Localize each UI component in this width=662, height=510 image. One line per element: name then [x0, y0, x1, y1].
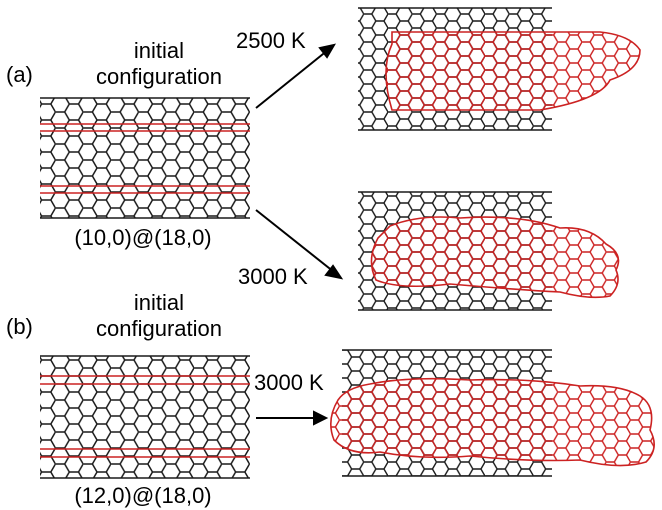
arrow-3000k-b [256, 410, 329, 426]
panel-letter-a: (a) [6, 62, 33, 87]
inner-tube-fragment-2500k [385, 31, 641, 111]
initial-label-b-line2: configuration [96, 316, 222, 341]
arrow-2500k [255, 43, 337, 109]
tube-label-b: (12,0)@(18,0) [74, 483, 212, 508]
inner-tube-fragment-3000k-b [330, 377, 655, 467]
temperature-label-3000k-a: 3000 K [238, 264, 308, 289]
initial-label-a-line1: initial [133, 38, 185, 63]
result-tube-2500k [358, 7, 641, 131]
initial-tube-a [40, 97, 250, 219]
initial-tube-b [40, 355, 250, 479]
tube-label-a: (10,0)@(18,0) [74, 225, 212, 250]
initial-label-b-line1: initial [133, 290, 185, 315]
inner-tube-outline-a [40, 123, 250, 194]
inner-tube-outline-b [40, 375, 250, 458]
temperature-label-2500k: 2500 K [236, 28, 306, 53]
result-tube-3000k-b [330, 349, 655, 477]
temperature-label-3000k-b: 3000 K [254, 370, 324, 395]
panel-letter-b: (b) [6, 314, 33, 339]
arrow-3000k-a [255, 209, 344, 280]
result-tube-3000k-a [358, 191, 620, 311]
initial-label-a-line2: configuration [96, 64, 222, 89]
inner-tube-fragment-3000k-a [370, 216, 620, 299]
